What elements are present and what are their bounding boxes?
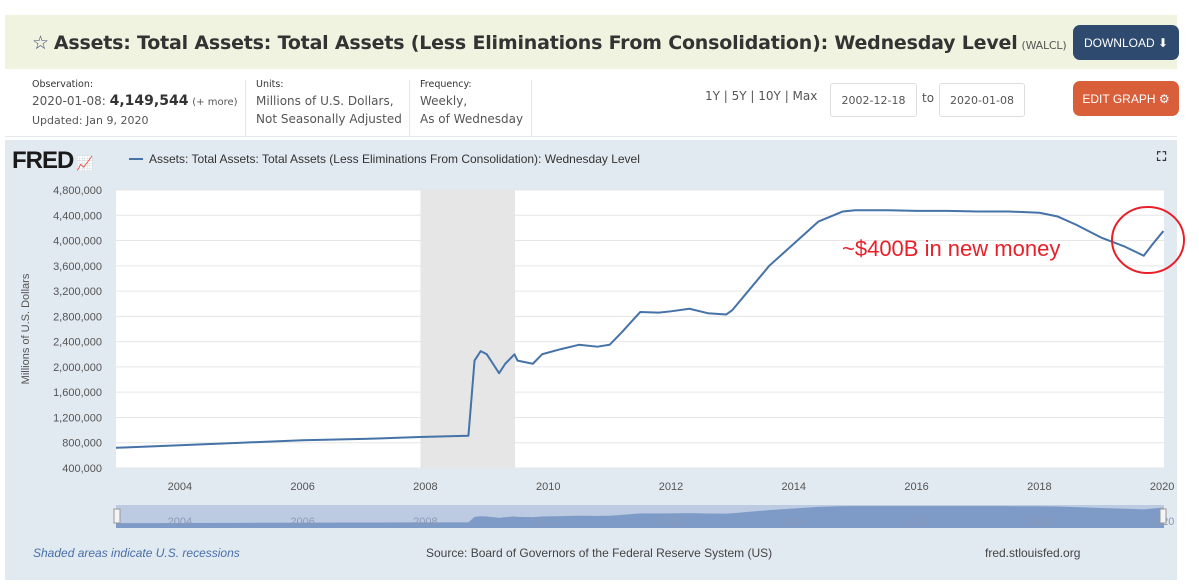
y-tick-label: 2,000,000 (53, 362, 102, 374)
x-tick-label: 2006 (290, 481, 314, 493)
recession-shade (420, 190, 516, 468)
y-tick-label: 1,600,000 (53, 387, 102, 399)
title-banner (5, 15, 1177, 69)
edit-graph-label: EDIT GRAPH (1082, 91, 1156, 106)
x-tick-label: 2004 (168, 481, 192, 493)
y-tick-label: 4,800,000 (53, 185, 102, 197)
edit-graph-button[interactable]: EDIT GRAPH ⚙ (1073, 81, 1179, 116)
fred-logo: FRED 📈 (12, 147, 94, 174)
navigator-tick-label: 2004 (168, 516, 192, 528)
legend-swatch (129, 158, 143, 160)
divider (531, 80, 532, 136)
recession-note[interactable]: Shaded areas indicate U.S. recessions (33, 546, 240, 560)
observation-value: 4,149,544 (109, 93, 189, 109)
divider (245, 80, 246, 136)
navigator-handle[interactable] (1159, 508, 1167, 524)
y-tick-label: 4,400,000 (53, 210, 102, 222)
y-tick-label: 2,800,000 (53, 311, 102, 323)
navigator-tick-label: 2014 (782, 516, 806, 528)
navigator-tick-label: 2008 (413, 516, 437, 528)
y-tick-label: 800,000 (62, 438, 102, 450)
x-tick-label: 2010 (536, 481, 560, 493)
y-axis-label: Millions of U.S. Dollars (20, 273, 32, 384)
download-icon: ⬇ (1157, 35, 1169, 50)
annotation-circle (1111, 206, 1185, 274)
legend-label: Assets: Total Assets: Total Assets (Less… (149, 152, 640, 166)
navigator-tick-label: 2012 (659, 516, 683, 528)
x-tick-label: 2012 (659, 481, 683, 493)
y-tick-label: 3,200,000 (53, 286, 102, 298)
site-link[interactable]: fred.stlouisfed.org (985, 546, 1081, 560)
x-tick-label: 2014 (782, 481, 806, 493)
star-icon[interactable]: ☆ (32, 32, 49, 54)
annotation-text: ~$400B in new money (842, 236, 1060, 261)
units-block: Units: Millions of U.S. Dollars, Not Sea… (256, 78, 402, 128)
units-value-1: Millions of U.S. Dollars, (256, 94, 394, 108)
navigator-tick-label: 2018 (1027, 516, 1051, 528)
x-tick-label: 2016 (904, 481, 928, 493)
series-line (115, 209, 1165, 449)
chart-logo-icon: 📈 (76, 155, 93, 171)
frequency-value-1: Weekly, (420, 94, 468, 108)
plot-area (116, 190, 1164, 468)
chart-legend: Assets: Total Assets: Total Assets (Less… (129, 152, 640, 166)
x-tick-label: 2018 (1027, 481, 1051, 493)
series-id: (WALCL) (1021, 39, 1067, 52)
y-tick-label: 3,600,000 (53, 261, 102, 273)
navigator-series (116, 506, 1164, 528)
divider (5, 136, 1177, 137)
units-label: Units: (256, 79, 284, 90)
y-tick-label: 4,000,000 (53, 236, 102, 248)
observation-label: Observation: (32, 79, 94, 90)
title-text: Assets: Total Assets: Total Assets (Less… (53, 32, 1018, 54)
more-link[interactable]: (+ more) (192, 97, 238, 108)
y-tick-label: 1,200,000 (53, 412, 102, 424)
updated-date: Updated: Jan 9, 2020 (32, 114, 149, 127)
navigator-handle[interactable] (113, 508, 121, 524)
frequency-label: Frequency: (420, 79, 472, 90)
start-date-input[interactable]: 2002-12-18 (830, 83, 917, 117)
y-tick-label: 2,400,000 (53, 337, 102, 349)
fullscreen-icon[interactable]: ⛶ (1157, 150, 1167, 165)
navigator-tick-label: 2006 (290, 516, 314, 528)
units-value-2: Not Seasonally Adjusted (256, 112, 402, 126)
observation-date: 2020-01-08: (32, 94, 106, 108)
to-label: to (922, 91, 935, 105)
navigator-tick-label: 2016 (904, 516, 928, 528)
frequency-value-2: As of Wednesday (420, 112, 524, 126)
range-presets[interactable]: 1Y | 5Y | 10Y | Max (705, 89, 818, 103)
page-title: ☆ Assets: Total Assets: Total Assets (Les… (32, 32, 1067, 54)
download-label: DOWNLOAD (1083, 35, 1155, 50)
y-tick-label: 400,000 (62, 463, 102, 475)
source-note: Source: Board of Governors of the Federa… (426, 546, 773, 560)
download-button[interactable]: DOWNLOAD ⬇ (1073, 25, 1179, 60)
divider (409, 80, 410, 136)
end-date-input[interactable]: 2020-01-08 (939, 83, 1025, 117)
navigator-tick-label: 2010 (536, 516, 560, 528)
x-tick-label: 2008 (413, 481, 437, 493)
x-tick-label: 2020 (1150, 481, 1174, 493)
frequency-block: Frequency: Weekly, As of Wednesday (420, 78, 523, 128)
gear-icon: ⚙ (1158, 91, 1170, 106)
observation-block: Observation: 2020-01-08: 4,149,544 (+ mo… (32, 78, 238, 130)
